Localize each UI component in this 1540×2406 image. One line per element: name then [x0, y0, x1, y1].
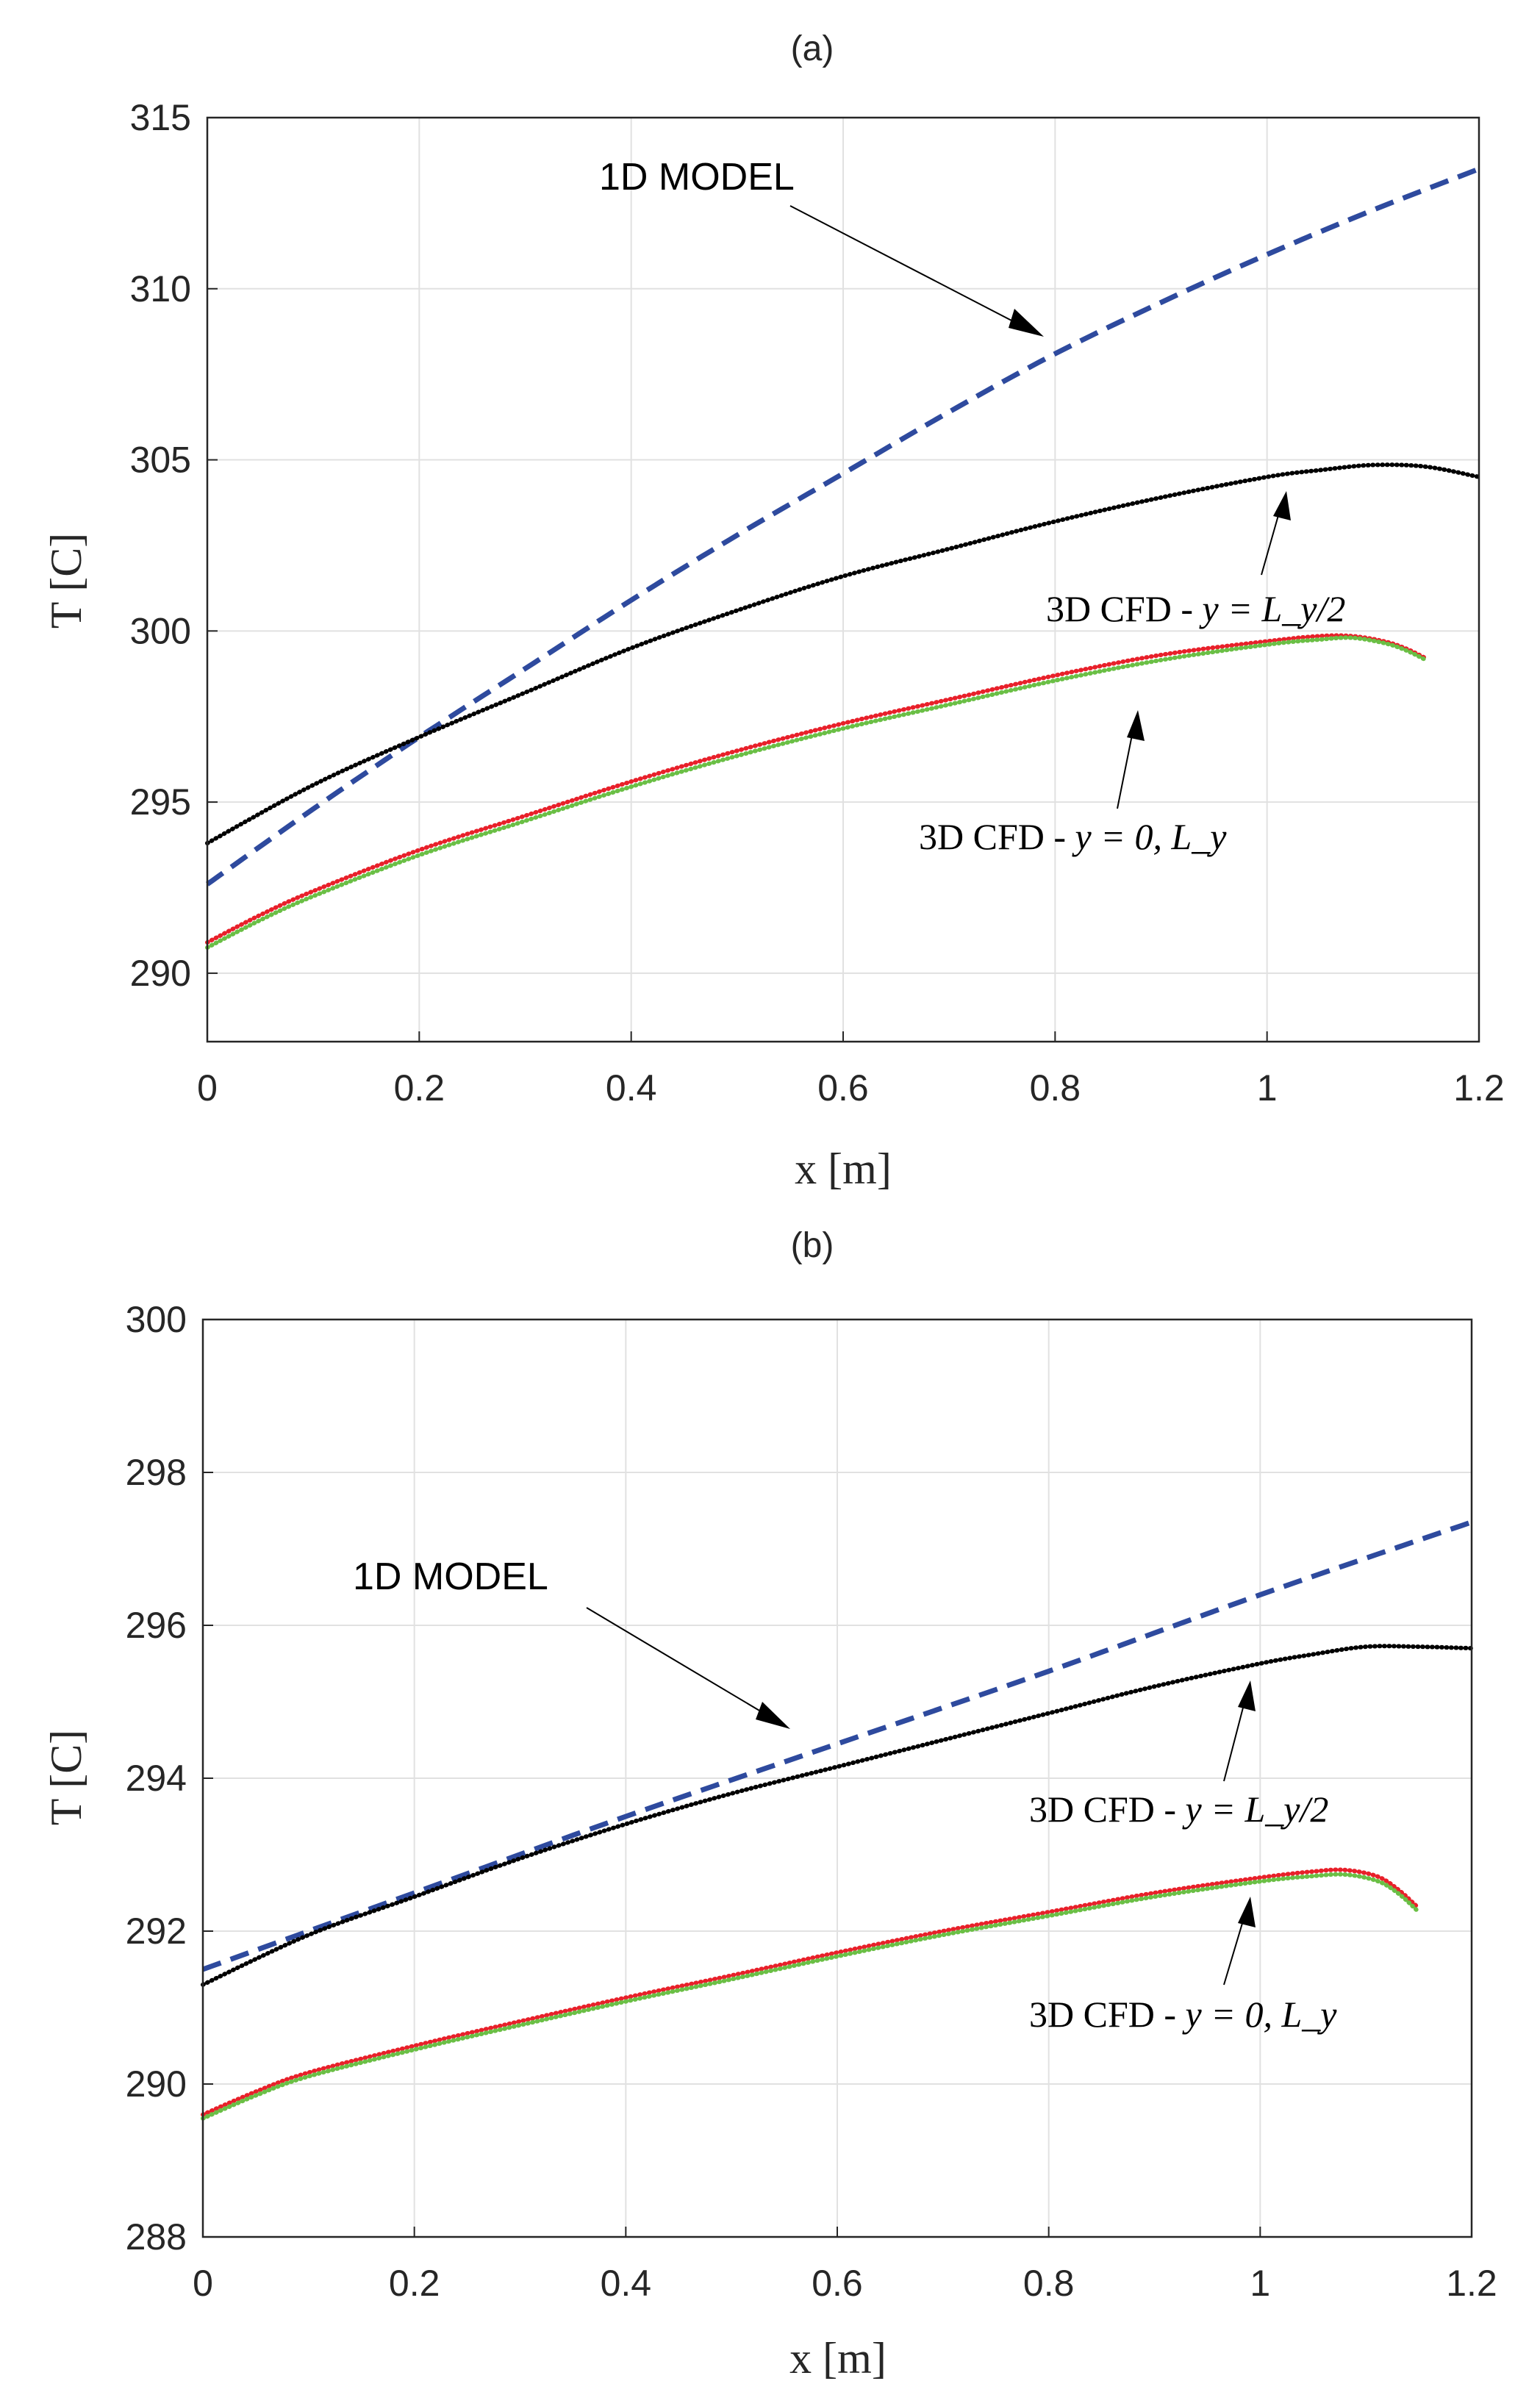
panel-b-x-axis-label: x [m]	[789, 2334, 887, 2382]
panel-b-annotation-cfd-wall-math: y = 0, L_y	[1182, 1994, 1338, 2035]
panel-a-y-tick-label: 300	[130, 610, 191, 651]
panel-a-x-tick-label: 0.6	[817, 1067, 869, 1109]
panel-a-annotation-1d-model: 1D MODEL	[599, 156, 795, 198]
panel-a-x-axis-label: x [m]	[795, 1145, 892, 1193]
panel-a-x-tick-label: 0.8	[1030, 1067, 1081, 1109]
panel-a-grid	[207, 117, 1480, 1042]
panel-a-y-tick-label: 310	[130, 268, 191, 309]
panel-a-arrowhead-1d-model	[1009, 309, 1044, 337]
panel-b-arrow-1d-model	[586, 1607, 780, 1723]
panel-b-axes-box	[201, 1318, 1473, 2238]
panel-a-arrow-1d-model	[789, 205, 1034, 332]
panel-b-x-tick-label: 0.6	[812, 2263, 863, 2304]
panel-b-arrowhead-cfd-mid	[1238, 1680, 1256, 1711]
panel-b-y-tick-label: 298	[126, 1452, 187, 1493]
panel-b-x-tick-label: 0.2	[389, 2263, 440, 2304]
panel-a-series-1	[205, 462, 1481, 845]
panel-a-arrowhead-cfd-mid	[1273, 491, 1291, 520]
panel-b-title: (b)	[791, 1226, 834, 1265]
panel-b-series-2	[201, 1867, 1422, 2117]
panel-b-x-tick-label: 1.2	[1446, 2263, 1497, 2304]
panel-b-y-tick-label: 290	[126, 2063, 187, 2105]
panel-b-arrowhead-1d-model	[756, 1702, 790, 1729]
panel-b-x-tick-label: 1	[1250, 2263, 1270, 2304]
panel-b-x-tick-label: 0	[193, 2263, 213, 2304]
panel-b-annotation-1d-model: 1D MODEL	[353, 1555, 548, 1598]
panel-b-x-tick-labels: 0 0.2 0.4 0.6 0.8 1 1.2	[193, 2263, 1497, 2304]
panel-b-annotation-cfd-mid-math: y = L_y/2	[1182, 1789, 1329, 1830]
panel-a-x-tick-label: 0.4	[606, 1067, 657, 1109]
panel-a-y-tick-label: 305	[130, 440, 191, 481]
panel-a-title: (a)	[791, 29, 834, 68]
panel-a-y-tick-labels: 290 295 300 305 310 315	[130, 97, 191, 994]
panel-b-series-3	[201, 1872, 1422, 2121]
panel-a-arrowhead-cfd-wall	[1127, 710, 1145, 741]
panel-a-annotation-cfd-wall-math: y = 0, L_y	[1072, 816, 1228, 857]
panel-b-y-axis-label: T [C]	[42, 1730, 90, 1826]
panel-b-grid	[202, 1319, 1472, 2238]
panel-b-x-tick-label: 0.4	[601, 2263, 652, 2304]
panel-a-series	[205, 166, 1481, 950]
panel-b-y-tick-labels: 288 290 292 294 296 298 300	[126, 1299, 187, 2258]
panel-a-annotation-cfd-mid: 3D CFD - y = L_y/2	[1046, 588, 1345, 629]
panel-a-annotation-cfd-mid-math: y = L_y/2	[1199, 588, 1346, 629]
panel-a: (a) 0 0.2 0.4 0.6 0.8 1 1.2 290 295 300 305 310 315…	[42, 29, 1505, 1193]
panel-a-y-axis-label: T [C]	[42, 533, 90, 629]
panel-a-annotation-cfd-wall-prefix: 3D CFD -	[919, 816, 1075, 857]
panel-b-y-tick-label: 292	[126, 1911, 187, 1952]
panel-a-x-tick-label: 0.2	[394, 1067, 445, 1109]
panel-b-y-tick-label: 288	[126, 2216, 187, 2258]
panel-b: (b) 0 0.2 0.4 0.6 0.8 1 1.2 288 290 292 294 296 298…	[42, 1226, 1497, 2382]
panel-b-arrowhead-cfd-wall	[1238, 1897, 1256, 1927]
panel-b-y-tick-label: 294	[126, 1758, 187, 1799]
panel-a-x-tick-label: 1	[1257, 1067, 1278, 1109]
panel-b-annotation-cfd-mid-prefix: 3D CFD -	[1029, 1789, 1186, 1830]
panel-b-series-0	[201, 1519, 1473, 1972]
panel-b-series-1	[201, 1644, 1474, 1987]
panel-a-annotation-cfd-wall: 3D CFD - y = 0, L_y	[919, 816, 1227, 857]
panel-a-axes-box	[206, 116, 1480, 1043]
panel-a-series-2	[205, 633, 1428, 945]
panel-b-annotation-cfd-wall-prefix: 3D CFD -	[1029, 1994, 1186, 2035]
panel-a-series-3	[205, 635, 1428, 950]
panel-a-x-tick-label: 0	[197, 1067, 218, 1109]
panel-a-x-tick-label: 1.2	[1453, 1067, 1505, 1109]
panel-b-series	[201, 1519, 1474, 2121]
panel-a-y-tick-label: 290	[130, 953, 191, 994]
panel-a-annotation-cfd-mid-prefix: 3D CFD -	[1046, 588, 1203, 629]
panel-b-y-tick-label: 296	[126, 1605, 187, 1646]
panel-a-y-tick-label: 295	[130, 781, 191, 823]
panel-b-x-tick-label: 0.8	[1023, 2263, 1075, 2304]
panel-b-annotation-cfd-wall: 3D CFD - y = 0, L_y	[1029, 1994, 1337, 2035]
panel-a-x-tick-labels: 0 0.2 0.4 0.6 0.8 1 1.2	[197, 1067, 1505, 1109]
panel-b-annotation-cfd-mid: 3D CFD - y = L_y/2	[1029, 1789, 1328, 1830]
panel-b-y-tick-label: 300	[126, 1299, 187, 1340]
panel-a-y-tick-label: 315	[130, 97, 191, 138]
